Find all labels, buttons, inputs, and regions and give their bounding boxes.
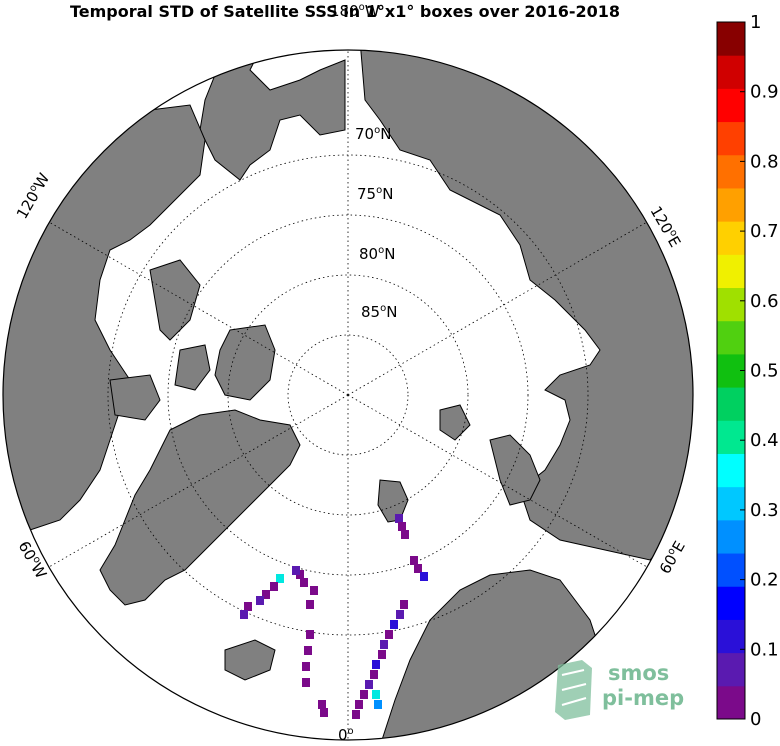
sss-std-cell — [300, 578, 308, 587]
colorbar-tick-label: 0.2 — [750, 570, 779, 591]
colorbar-tick-label: 0.6 — [750, 291, 779, 312]
colorbar-swatch — [717, 287, 745, 322]
colorbar-swatch — [717, 387, 745, 421]
colorbar-tick-label: 0.4 — [750, 430, 779, 451]
graticule — [48, 50, 648, 740]
colorbar-swatch — [717, 88, 745, 123]
sss-std-cell — [244, 602, 252, 611]
colorbar-swatch — [717, 553, 745, 587]
sss-std-cell — [262, 590, 270, 599]
sss-std-cell — [380, 640, 388, 649]
sss-std-cell — [396, 610, 404, 619]
sss-std-cell — [304, 646, 312, 655]
sss-std-cell — [310, 586, 318, 595]
colorbar-tick-label: 1 — [750, 12, 761, 33]
lon-label-120w: 120oW — [13, 170, 53, 222]
sss-std-cell — [318, 700, 326, 709]
sss-std-cell — [401, 530, 409, 539]
sss-std-cell — [292, 566, 300, 575]
sss-std-cell — [256, 596, 264, 605]
landmass-island-b — [109, 374, 161, 421]
landmass-baffin — [149, 259, 201, 341]
lon-label-60e: 60oE — [656, 538, 689, 577]
colorbar-swatch — [717, 453, 745, 488]
colorbar-swatch — [717, 586, 745, 620]
sss-std-cell — [420, 572, 428, 581]
lon-label-180: 180oW — [330, 2, 380, 20]
landmass-ellesmere — [214, 324, 276, 401]
colorbar-swatch — [717, 486, 745, 521]
sss-std-cell — [378, 650, 386, 659]
sss-std-cells — [240, 514, 428, 719]
colorbar-swatch — [717, 420, 745, 454]
colorbar-tick-label: 0.3 — [750, 500, 779, 521]
colorbar: 0 0.1 0.2 0.3 0.4 0.5 0.6 0.7 0.8 0.9 1 — [716, 12, 779, 730]
colorbar-tick-label: 0.7 — [750, 221, 779, 242]
colorbar-tick-label: 0.1 — [750, 639, 779, 660]
colorbar-swatch — [717, 685, 745, 720]
colorbar-tick-label: 0.8 — [750, 151, 779, 172]
colorbar-swatch — [717, 55, 745, 89]
sss-std-cell — [395, 514, 403, 523]
sss-std-cell — [306, 600, 314, 609]
colorbar-swatch — [717, 22, 745, 56]
sss-std-cell — [240, 610, 248, 619]
landmass-iceland — [224, 639, 276, 681]
colorbar-tick-label: 0 — [750, 709, 761, 730]
sss-std-cell — [365, 680, 373, 689]
colorbar-tick-label: 0.5 — [750, 361, 779, 382]
map-boundary — [2, 49, 694, 741]
sss-std-cell — [410, 556, 418, 565]
sss-std-cell — [385, 630, 393, 639]
sss-std-cell — [320, 708, 328, 717]
lat-label-75: 75oN — [357, 185, 393, 203]
sss-std-cell — [372, 690, 380, 699]
colorbar-swatch — [717, 519, 745, 554]
logo-line1: smos — [608, 661, 669, 685]
lat-label-70: 70oN — [355, 125, 391, 143]
map-title: Temporal STD of Satellite SSS in 1°x1° b… — [69, 2, 621, 21]
sss-std-cell — [355, 700, 363, 709]
sss-std-cell — [400, 600, 408, 609]
sss-std-cell — [414, 564, 422, 573]
colorbar-swatch — [717, 652, 745, 687]
sss-std-cell — [306, 630, 314, 639]
sss-std-cell — [372, 660, 380, 669]
logo-line2: pi-mep — [602, 686, 684, 710]
sss-std-cell — [370, 670, 378, 679]
colorbar-swatch — [717, 121, 745, 156]
lat-label-85: 85oN — [361, 303, 397, 321]
colorbar-swatch — [717, 619, 745, 654]
landmass-island-a — [174, 344, 211, 391]
colorbar-swatch — [717, 154, 745, 189]
landmass-novaya-zemlya — [489, 434, 541, 506]
sss-std-cell — [374, 700, 382, 709]
sss-std-cell — [352, 710, 360, 719]
sss-std-cell — [360, 690, 368, 699]
smos-pimep-logo: smos pi-mep — [555, 660, 684, 720]
sss-std-cell — [276, 574, 284, 583]
sss-std-cell — [302, 662, 310, 671]
lat-label-80: 80oN — [359, 245, 395, 263]
sss-std-cell — [302, 678, 310, 687]
landmass-greenland — [99, 409, 301, 606]
colorbar-swatch — [717, 221, 745, 255]
lon-label-0: 0o — [338, 726, 354, 744]
sss-std-cell — [390, 620, 398, 629]
sss-std-cell — [270, 582, 278, 591]
colorbar-swatch — [717, 187, 745, 222]
colorbar-swatch — [717, 320, 745, 355]
sss-std-cell — [398, 522, 406, 531]
colorbar-tick-label: 0.9 — [750, 82, 779, 103]
colorbar-swatch — [717, 254, 745, 289]
